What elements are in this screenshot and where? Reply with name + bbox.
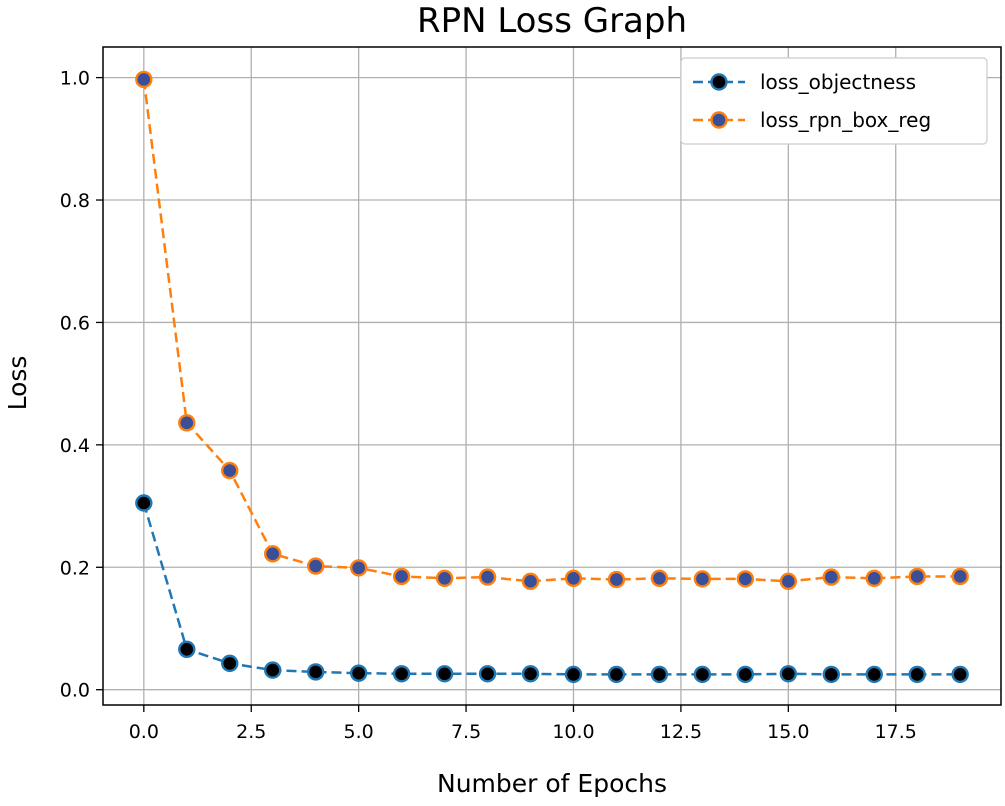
data-point-loss-rpn-box-reg — [306, 557, 325, 575]
x-tick-label: 0.0 — [129, 721, 159, 743]
y-tick-label: 1.0 — [60, 68, 90, 90]
x-tick-label: 12.5 — [660, 721, 702, 743]
data-point-loss-objectness — [349, 664, 368, 682]
legend: loss_objectness loss_rpn_box_reg — [680, 57, 988, 145]
legend-box — [680, 57, 988, 145]
data-point-loss-objectness — [264, 661, 282, 679]
chart-title: RPN Loss Graph — [417, 1, 687, 41]
data-point-loss-rpn-box-reg — [178, 414, 196, 432]
data-point-loss-rpn-box-reg — [779, 572, 798, 591]
y-tick-label: 0.4 — [60, 435, 90, 457]
data-point-loss-rpn-box-reg — [264, 545, 282, 563]
data-point-loss-rpn-box-reg — [392, 567, 411, 586]
x-tick-label: 15.0 — [767, 721, 809, 743]
ticks: 0.0 2.5 5.0 7.5 10.0 12.5 15.0 17.5 0.0 0.2 0.4 0.6… — [60, 68, 917, 743]
data-point-loss-rpn-box-reg — [736, 570, 755, 588]
data-point-loss-rpn-box-reg — [693, 570, 712, 588]
data-point-loss-rpn-box-reg — [221, 461, 239, 480]
data-point-loss-rpn-box-reg — [521, 572, 540, 591]
data-point-loss-objectness — [607, 665, 626, 684]
grid — [103, 47, 1001, 705]
series-loss-rpn-box-reg — [135, 70, 969, 591]
series — [135, 70, 969, 684]
data-point-loss-objectness — [650, 665, 669, 684]
data-point-loss-objectness — [135, 494, 153, 512]
series-loss-objectness — [135, 494, 969, 684]
x-axis-label: Number of Epochs — [437, 769, 667, 798]
legend-label-loss-rpn-box-reg: loss_rpn_box_reg — [760, 108, 931, 132]
data-point-loss-objectness — [693, 665, 712, 684]
x-tick-label: 2.5 — [236, 721, 266, 743]
x-tick-label: 10.0 — [552, 721, 594, 743]
data-point-loss-objectness — [178, 640, 196, 658]
data-point-loss-objectness — [478, 665, 497, 683]
data-point-loss-objectness — [435, 665, 454, 683]
data-point-loss-rpn-box-reg — [908, 567, 926, 586]
x-tick-label: 5.0 — [344, 721, 374, 743]
x-tick-label: 17.5 — [875, 721, 917, 743]
data-point-loss-objectness — [221, 654, 239, 673]
y-tick-label: 0.6 — [60, 312, 90, 334]
data-point-loss-rpn-box-reg — [865, 569, 883, 587]
data-point-loss-rpn-box-reg — [564, 569, 583, 587]
data-point-loss-objectness — [951, 665, 969, 684]
data-point-loss-rpn-box-reg — [478, 568, 497, 586]
legend-entry-loss-objectness: loss_objectness — [693, 70, 916, 94]
legend-marker-loss-rpn-box-reg — [710, 111, 728, 129]
data-point-loss-objectness — [865, 665, 883, 684]
data-point-loss-objectness — [908, 665, 926, 684]
data-point-loss-rpn-box-reg — [135, 70, 153, 89]
data-point-loss-objectness — [306, 663, 325, 681]
data-point-loss-objectness — [822, 665, 840, 684]
data-point-loss-rpn-box-reg — [435, 569, 454, 587]
data-point-loss-objectness — [521, 665, 540, 683]
y-tick-label: 0.8 — [60, 190, 90, 212]
plot-frame — [102, 46, 1002, 706]
data-point-loss-objectness — [564, 665, 583, 684]
data-point-loss-rpn-box-reg — [607, 570, 626, 589]
x-tick-label: 7.5 — [451, 721, 481, 743]
y-axis-label: Loss — [3, 356, 32, 411]
y-tick-label: 0.0 — [60, 680, 90, 702]
data-point-loss-rpn-box-reg — [650, 569, 669, 587]
legend-entry-loss-rpn-box-reg: loss_rpn_box_reg — [693, 108, 931, 132]
legend-marker-loss-objectness — [710, 73, 728, 91]
y-tick-label: 0.2 — [60, 557, 90, 579]
data-point-loss-rpn-box-reg — [349, 559, 368, 577]
data-point-loss-objectness — [392, 665, 411, 683]
data-point-loss-objectness — [779, 665, 798, 683]
data-point-loss-rpn-box-reg — [822, 568, 840, 586]
data-point-loss-objectness — [736, 665, 755, 684]
legend-label-loss-objectness: loss_objectness — [760, 70, 916, 94]
data-point-loss-rpn-box-reg — [951, 567, 969, 586]
